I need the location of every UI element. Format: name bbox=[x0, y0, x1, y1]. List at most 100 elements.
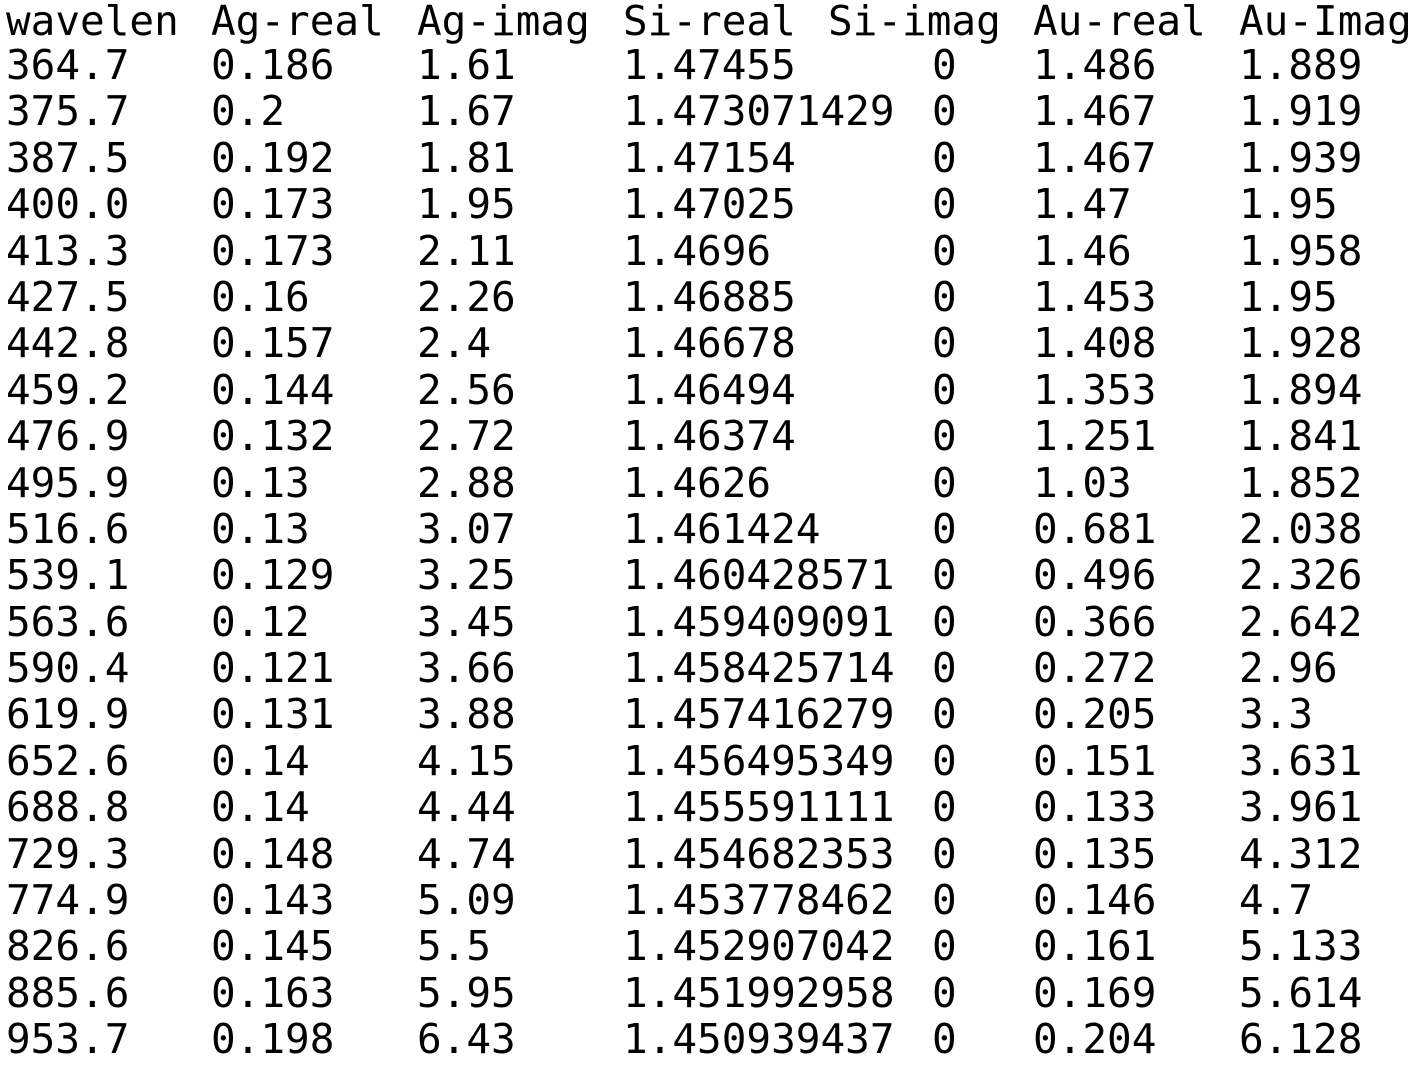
cell-au-imag: 5.133 bbox=[1239, 922, 1363, 971]
cell-au-real: 0.366 bbox=[1033, 597, 1157, 646]
cell-si-real: 1.4696 bbox=[623, 226, 772, 275]
cell-au-real: 0.146 bbox=[1033, 876, 1157, 925]
cell-ag-real: 0.144 bbox=[211, 365, 335, 414]
cell-au-imag: 1.928 bbox=[1239, 319, 1363, 368]
cell-ag-real: 0.173 bbox=[211, 226, 335, 275]
cell-ag-real: 0.13 bbox=[211, 504, 310, 553]
cell-au-real: 0.205 bbox=[1033, 690, 1157, 739]
cell-wavelen: 400.0 bbox=[6, 180, 130, 229]
cell-si-imag: 0 bbox=[932, 319, 957, 368]
cell-au-real: 1.453 bbox=[1033, 272, 1157, 321]
cell-ag-real: 0.143 bbox=[211, 876, 335, 925]
cell-ag-imag: 6.43 bbox=[417, 1015, 516, 1064]
table-row: 364.7 0.186 1.61 1.47455 0 1.486 1.889 bbox=[6, 44, 1420, 90]
cell-au-imag: 3.631 bbox=[1239, 736, 1363, 785]
cell-ag-imag: 1.81 bbox=[417, 133, 516, 182]
cell-wavelen: 953.7 bbox=[6, 1015, 130, 1064]
cell-si-real: 1.450939437 bbox=[623, 1015, 895, 1064]
cell-si-real: 1.460428571 bbox=[623, 551, 895, 600]
table-row: 652.6 0.14 4.15 1.456495349 0 0.151 3.631 bbox=[6, 740, 1420, 786]
data-table: wavelen Ag-real Ag-imag Si-real Si-imag … bbox=[6, 0, 1420, 1080]
cell-au-imag: 4.312 bbox=[1239, 829, 1363, 878]
cell-si-real: 1.454682353 bbox=[623, 829, 895, 878]
cell-si-real: 1.461424 bbox=[623, 504, 821, 553]
table-row: 885.6 0.163 5.95 1.451992958 0 0.169 5.614 bbox=[6, 972, 1420, 1018]
cell-wavelen: 516.6 bbox=[6, 504, 130, 553]
cell-au-real: 1.353 bbox=[1033, 365, 1157, 414]
cell-au-real: 0.496 bbox=[1033, 551, 1157, 600]
table-row: 953.7 0.198 6.43 1.450939437 0 0.204 6.128 bbox=[6, 1018, 1420, 1064]
cell-si-imag: 0 bbox=[932, 180, 957, 229]
table-header-row: wavelen Ag-real Ag-imag Si-real Si-imag … bbox=[6, 0, 1420, 44]
cell-si-real: 1.451992958 bbox=[623, 968, 895, 1017]
cell-au-imag: 3.3 bbox=[1239, 690, 1314, 739]
table-row: 459.2 0.144 2.56 1.46494 0 1.353 1.894 bbox=[6, 369, 1420, 415]
table-row: 387.5 0.192 1.81 1.47154 0 1.467 1.939 bbox=[6, 137, 1420, 183]
cell-wavelen: 364.7 bbox=[6, 41, 130, 89]
cell-wavelen: 774.9 bbox=[6, 876, 130, 925]
cell-si-imag: 0 bbox=[932, 968, 957, 1017]
cell-si-imag: 0 bbox=[932, 829, 957, 878]
cell-si-real: 1.46494 bbox=[623, 365, 796, 414]
cell-si-real: 1.457416279 bbox=[623, 690, 895, 739]
header-wavelen: wavelen bbox=[6, 0, 179, 45]
header-si-imag: Si-imag bbox=[828, 0, 1001, 45]
cell-au-imag: 6.128 bbox=[1239, 1015, 1363, 1064]
cell-si-imag: 0 bbox=[932, 87, 957, 136]
table-row: 826.6 0.145 5.5 1.452907042 0 0.161 5.133 bbox=[6, 925, 1420, 971]
cell-wavelen: 427.5 bbox=[6, 272, 130, 321]
cell-au-imag: 2.642 bbox=[1239, 597, 1363, 646]
cell-au-imag: 5.614 bbox=[1239, 968, 1363, 1017]
cell-si-imag: 0 bbox=[932, 226, 957, 275]
table-row: 539.1 0.129 3.25 1.460428571 0 0.496 2.326 bbox=[6, 554, 1420, 600]
cell-ag-real: 0.14 bbox=[211, 783, 310, 832]
cell-si-imag: 0 bbox=[932, 783, 957, 832]
cell-ag-real: 0.163 bbox=[211, 968, 335, 1017]
cell-au-imag: 1.919 bbox=[1239, 87, 1363, 136]
cell-si-real: 1.473071429 bbox=[623, 87, 895, 136]
table-row: 495.9 0.13 2.88 1.4626 0 1.03 1.852 bbox=[6, 462, 1420, 508]
cell-wavelen: 476.9 bbox=[6, 412, 130, 461]
cell-ag-real: 0.14 bbox=[211, 736, 310, 785]
cell-au-real: 1.408 bbox=[1033, 319, 1157, 368]
cell-au-real: 0.272 bbox=[1033, 644, 1157, 693]
cell-si-imag: 0 bbox=[932, 412, 957, 461]
cell-ag-imag: 5.95 bbox=[417, 968, 516, 1017]
table-row: 516.6 0.13 3.07 1.461424 0 0.681 2.038 bbox=[6, 508, 1420, 554]
table-row: 442.8 0.157 2.4 1.46678 0 1.408 1.928 bbox=[6, 322, 1420, 368]
cell-au-real: 1.486 bbox=[1033, 41, 1157, 89]
header-ag-imag: Ag-imag bbox=[417, 0, 590, 45]
cell-ag-real: 0.13 bbox=[211, 458, 310, 507]
cell-wavelen: 619.9 bbox=[6, 690, 130, 739]
cell-si-real: 1.453778462 bbox=[623, 876, 895, 925]
cell-wavelen: 826.6 bbox=[6, 922, 130, 971]
cell-ag-imag: 3.07 bbox=[417, 504, 516, 553]
table-row: 619.9 0.131 3.88 1.457416279 0 0.205 3.3 bbox=[6, 693, 1420, 739]
cell-si-real: 1.47154 bbox=[623, 133, 796, 182]
cell-si-real: 1.452907042 bbox=[623, 922, 895, 971]
table-row: 774.9 0.143 5.09 1.453778462 0 0.146 4.7 bbox=[6, 879, 1420, 925]
cell-au-real: 1.467 bbox=[1033, 87, 1157, 136]
cell-si-real: 1.47455 bbox=[623, 41, 796, 89]
cell-si-imag: 0 bbox=[932, 551, 957, 600]
cell-wavelen: 375.7 bbox=[6, 87, 130, 136]
cell-si-real: 1.46885 bbox=[623, 272, 796, 321]
cell-si-imag: 0 bbox=[932, 1015, 957, 1064]
cell-si-real: 1.456495349 bbox=[623, 736, 895, 785]
cell-ag-imag: 2.72 bbox=[417, 412, 516, 461]
cell-au-real: 1.467 bbox=[1033, 133, 1157, 182]
cell-ag-imag: 2.26 bbox=[417, 272, 516, 321]
cell-au-imag: 2.96 bbox=[1239, 644, 1338, 693]
cell-si-imag: 0 bbox=[932, 690, 957, 739]
cell-ag-real: 0.173 bbox=[211, 180, 335, 229]
cell-au-real: 1.251 bbox=[1033, 412, 1157, 461]
cell-wavelen: 413.3 bbox=[6, 226, 130, 275]
cell-au-imag: 1.958 bbox=[1239, 226, 1363, 275]
cell-au-imag: 1.95 bbox=[1239, 272, 1338, 321]
cell-au-imag: 2.326 bbox=[1239, 551, 1363, 600]
cell-si-imag: 0 bbox=[932, 597, 957, 646]
cell-si-real: 1.47025 bbox=[623, 180, 796, 229]
cell-si-real: 1.4626 bbox=[623, 458, 772, 507]
cell-wavelen: 729.3 bbox=[6, 829, 130, 878]
cell-si-imag: 0 bbox=[932, 41, 957, 89]
